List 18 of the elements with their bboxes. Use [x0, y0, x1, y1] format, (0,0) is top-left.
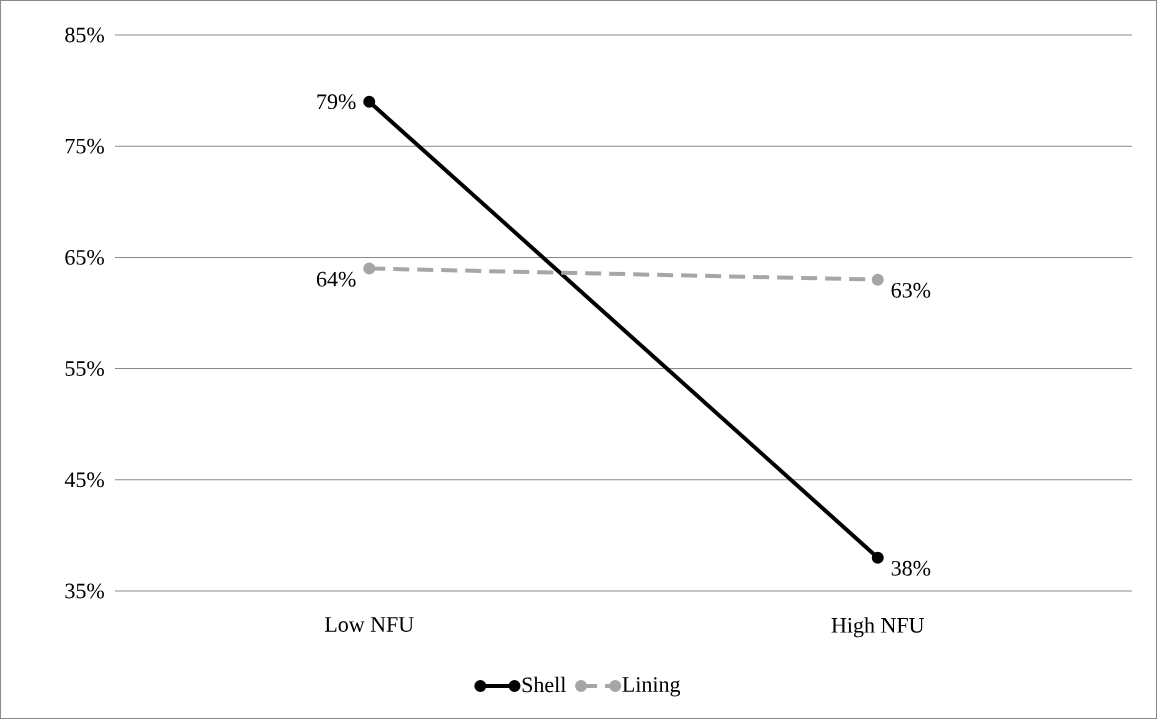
y-tick-label: 35% [65, 583, 104, 599]
y-tick-label: 75% [65, 138, 104, 154]
data-label: 79% [317, 94, 356, 110]
point [871, 273, 884, 286]
data-label: 38% [891, 560, 931, 576]
y-tick-label: 65% [65, 249, 104, 265]
legend-label: Shell [522, 676, 566, 693]
y-tick-label: 85% [65, 27, 104, 43]
x-tick-label: Low NFU [324, 617, 414, 632]
y-tick-label: 55% [65, 361, 104, 377]
point [363, 95, 376, 108]
legend-label: Lining [622, 677, 681, 697]
point [871, 551, 884, 564]
data-label: 64% [316, 271, 356, 287]
y-tick-label: 45% [64, 472, 104, 488]
data-label: 63% [891, 282, 931, 298]
x-tick-label: High NFU [831, 617, 925, 638]
point [363, 262, 376, 275]
